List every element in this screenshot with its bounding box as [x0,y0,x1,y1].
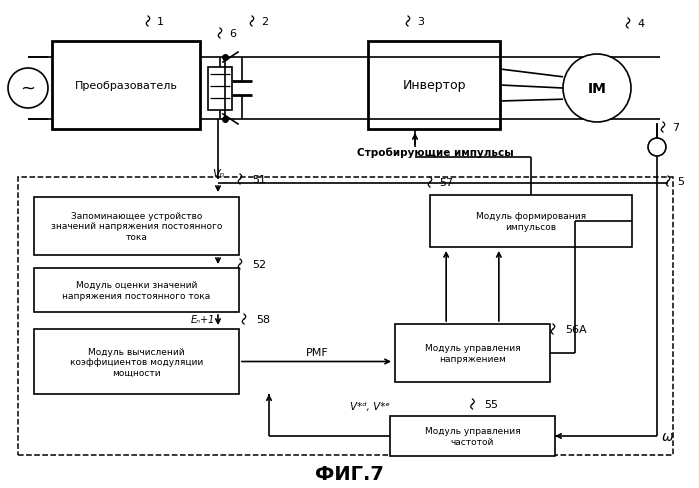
Bar [34,329,239,394]
Text: 55: 55 [484,399,498,409]
Text: Модуль управления
частотой: Модуль управления частотой [425,427,520,446]
Bar [390,416,555,456]
Text: PMF: PMF [305,348,329,358]
Text: 2: 2 [261,17,268,27]
Text: 7: 7 [672,123,679,133]
Text: Модуль формирования
импульсов: Модуль формирования импульсов [476,212,586,231]
Circle shape [648,139,666,157]
Text: 51: 51 [252,175,266,184]
Text: ФИГ.7: ФИГ.7 [315,465,384,484]
Circle shape [563,55,631,123]
Text: 56A: 56A [565,325,586,334]
Bar [395,325,550,382]
Text: ~: ~ [20,80,36,98]
Bar [18,178,673,455]
Bar [430,196,632,247]
Text: Vₙ: Vₙ [212,169,224,179]
Text: 5: 5 [677,177,684,186]
Text: Стробирующие импульсы: Стробирующие импульсы [356,147,513,158]
Text: Преобразователь: Преобразователь [75,81,178,91]
Text: Модуль вычислений
коэффициентов модуляции
мощности: Модуль вычислений коэффициентов модуляци… [70,347,203,377]
Text: 4: 4 [637,19,644,29]
Text: V*ᵈ, V*ᵉ: V*ᵈ, V*ᵉ [350,401,390,411]
Text: 58: 58 [256,314,270,325]
Text: 6: 6 [229,29,236,39]
Text: Модуль оценки значений
напряжения постоянного тока: Модуль оценки значений напряжения постоя… [62,281,210,300]
Bar [52,42,200,130]
Text: Eₙ+1: Eₙ+1 [191,314,215,325]
Bar [368,42,500,130]
Text: IM: IM [588,82,607,96]
Text: 57: 57 [439,178,453,187]
Text: 52: 52 [252,260,266,269]
Bar [208,68,232,111]
Bar [34,268,239,312]
Bar [34,198,239,256]
Text: Модуль управления
напряжением: Модуль управления напряжением [425,344,520,363]
Text: Запоминающее устройство
значений напряжения постоянного
тока: Запоминающее устройство значений напряже… [51,212,222,242]
Text: Инвертор: Инвертор [402,80,466,92]
Text: 1: 1 [157,17,164,27]
Text: 3: 3 [417,17,424,27]
Text: ω: ω [662,429,674,443]
Circle shape [8,69,48,109]
